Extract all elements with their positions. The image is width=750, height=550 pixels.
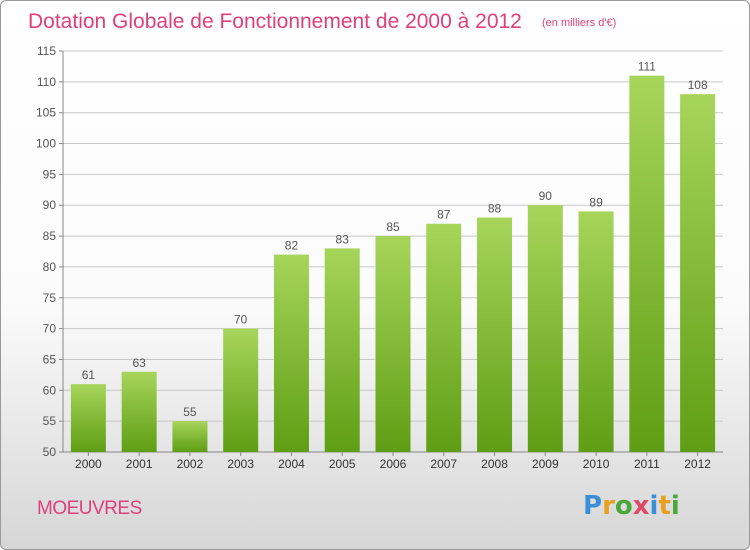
x-tick-label-2001: 2001 <box>126 457 153 471</box>
bars <box>70 75 716 452</box>
bar-2007 <box>426 223 462 452</box>
x-tick-label-2007: 2007 <box>430 457 457 471</box>
bar-2005 <box>324 248 360 452</box>
bar-2003 <box>223 328 259 452</box>
bar-2001 <box>121 371 157 452</box>
data-label-2010: 89 <box>589 195 603 209</box>
commune-name: MOEUVRES <box>37 498 142 519</box>
y-tick-label: 70 <box>43 322 57 336</box>
data-label-2000: 61 <box>82 368 96 382</box>
x-tick-label-2011: 2011 <box>634 457 660 471</box>
y-tick-label: 65 <box>43 352 57 366</box>
y-tick-label: 55 <box>43 414 57 428</box>
data-label-2007: 87 <box>437 208 451 222</box>
bar-2010 <box>578 211 614 452</box>
chart-unit: (en milliers d'€) <box>542 17 617 29</box>
x-tick-label-2010: 2010 <box>583 457 610 471</box>
x-tick-label-2006: 2006 <box>380 457 407 471</box>
bar-2008 <box>477 217 513 452</box>
data-label-2005: 83 <box>336 232 350 246</box>
x-tick-label-2009: 2009 <box>532 457 559 471</box>
bar-2012 <box>680 94 716 452</box>
y-tick-label: 95 <box>43 167 57 181</box>
x-tick-label-2004: 2004 <box>278 457 305 471</box>
y-tick-label: 110 <box>37 75 56 89</box>
y-tick-label: 115 <box>37 44 56 58</box>
bar-2002 <box>172 421 208 452</box>
proxiti-logo[interactable]: Proxiti <box>583 491 680 521</box>
y-tick-label: 50 <box>43 445 57 459</box>
bar-2009 <box>527 205 563 452</box>
y-tick-label: 100 <box>36 137 56 151</box>
y-tick-label: 90 <box>43 198 57 212</box>
x-tick-label-2002: 2002 <box>177 457 204 471</box>
y-tick-label: 105 <box>36 106 56 120</box>
bar-2004 <box>273 254 309 452</box>
x-tick-label-2000: 2000 <box>75 457 102 471</box>
data-label-2009: 90 <box>539 189 553 203</box>
y-tick-label: 60 <box>43 383 57 397</box>
y-tick-label: 85 <box>43 229 57 243</box>
y-tick-label: 75 <box>43 291 57 305</box>
data-label-2008: 88 <box>488 202 502 216</box>
x-tick-label-2005: 2005 <box>329 457 356 471</box>
y-tick-label: 80 <box>43 260 57 274</box>
bar-2011 <box>629 75 665 452</box>
data-label-2001: 63 <box>132 356 146 370</box>
data-label-2011: 111 <box>638 60 657 74</box>
data-label-2002: 55 <box>183 405 197 419</box>
x-tick-label-2008: 2008 <box>481 457 508 471</box>
bar-2006 <box>375 236 411 452</box>
data-label-2003: 70 <box>234 313 248 327</box>
chart-title: Dotation Globale de Fonctionnement de 20… <box>28 10 522 33</box>
data-label-2004: 82 <box>285 239 299 253</box>
labels: 50 55 60 65 70 75 80 85 90 95 100 105 110 115 61 2000 63… <box>36 44 711 471</box>
bar-2000 <box>70 384 106 452</box>
data-label-2006: 85 <box>386 220 400 234</box>
x-tick-label-2003: 2003 <box>227 457 254 471</box>
x-tick-label-2012: 2012 <box>684 457 711 471</box>
data-label-2012: 108 <box>688 78 708 92</box>
